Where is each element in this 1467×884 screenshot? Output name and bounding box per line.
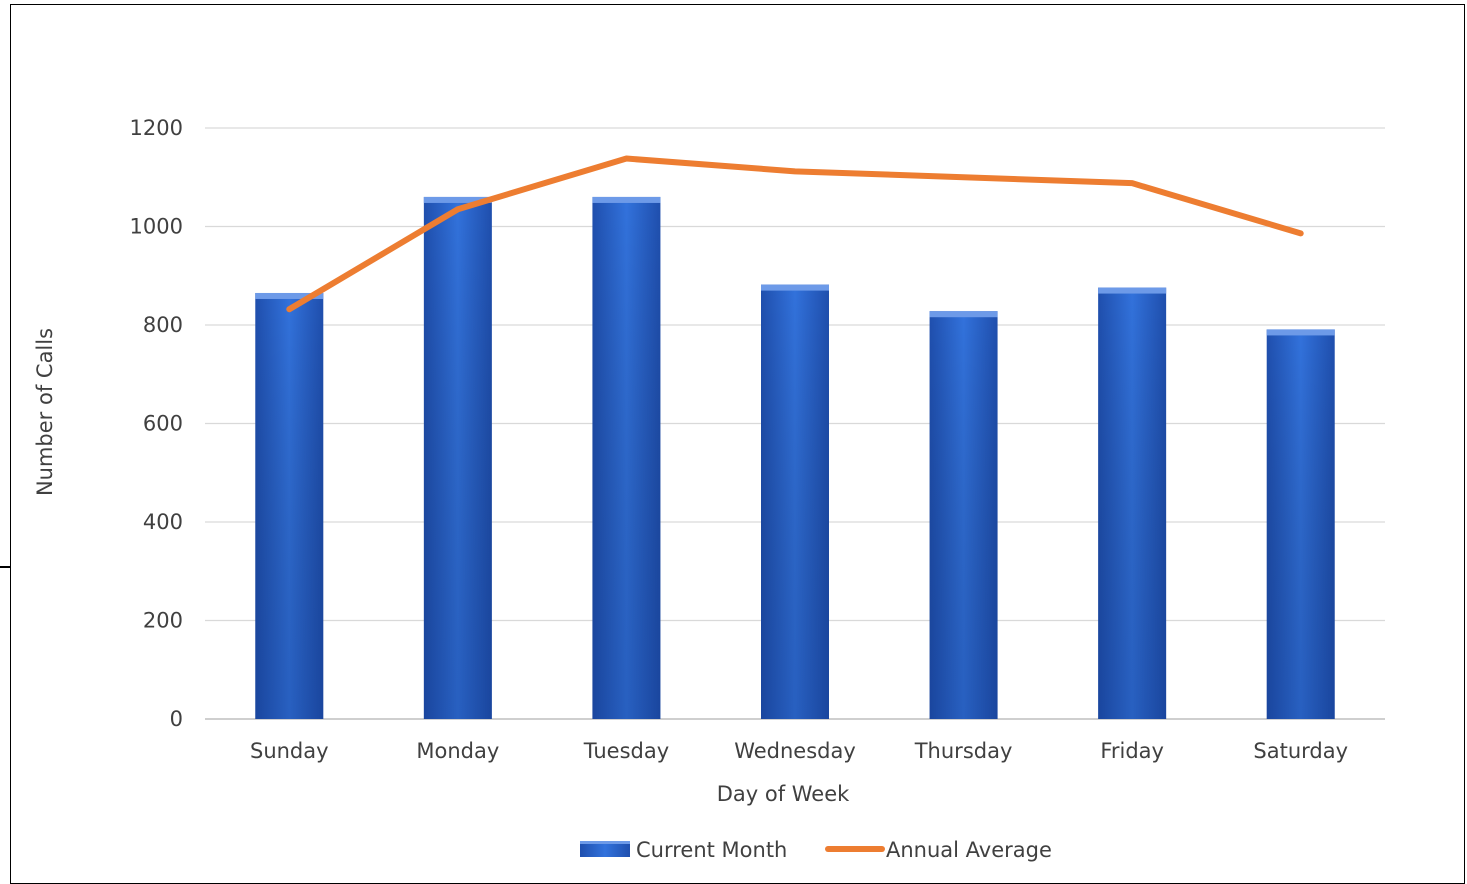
bar-cap (255, 292, 324, 299)
bar-shade (1266, 329, 1335, 719)
legend-item-annual-average[interactable]: Annual Average (825, 838, 1052, 862)
y-axis-ticks: 0 200 400 600 800 1000 1200 (130, 116, 183, 731)
y-tick-label: 200 (143, 609, 183, 633)
bar-shade (761, 284, 829, 719)
bar-cap (1098, 287, 1167, 294)
bar-series (255, 196, 1335, 719)
line-point (1131, 182, 1133, 184)
x-tick-label: Wednesday (734, 739, 856, 763)
y-tick-label: 800 (143, 313, 183, 337)
y-tick-label: 0 (170, 707, 183, 731)
line-point (963, 176, 965, 178)
bar-shade (423, 196, 492, 719)
x-tick-label: Saturday (1253, 739, 1348, 763)
line-point (457, 208, 459, 210)
line-point (794, 170, 796, 172)
x-tick-label: Thursday (914, 739, 1013, 763)
bar-shade (1098, 287, 1167, 719)
y-tick-label: 600 (143, 412, 183, 436)
line-series (286, 155, 1304, 313)
bar-cap (1266, 329, 1335, 336)
frame-edge-mark (0, 566, 10, 568)
bar-cap (423, 196, 492, 203)
x-tick-label: Monday (416, 739, 499, 763)
legend-swatch-bar (580, 841, 630, 857)
bar-shade (255, 292, 324, 719)
legend: Current Month Annual Average (580, 838, 1052, 862)
bar-cap (592, 196, 661, 203)
bar-shade (929, 311, 998, 719)
x-axis-title: Day of Week (717, 782, 850, 806)
y-tick-label: 1200 (130, 116, 183, 140)
legend-item-current-month[interactable]: Current Month (580, 838, 787, 862)
y-axis-title: Number of Calls (33, 328, 57, 496)
x-tick-label: Sunday (250, 739, 329, 763)
legend-swatch-cap (580, 841, 630, 844)
legend-label-current-month: Current Month (636, 838, 787, 862)
y-tick-label: 1000 (130, 215, 183, 239)
x-tick-label: Tuesday (583, 739, 669, 763)
x-tick-label: Friday (1100, 739, 1164, 763)
x-axis-ticks: Sunday Monday Tuesday Wednesday Thursday Frid… (250, 739, 1348, 763)
bar-cap (761, 284, 829, 291)
y-tick-label: 400 (143, 510, 183, 534)
bar-cap (929, 311, 998, 318)
legend-label-annual-average: Annual Average (886, 838, 1052, 862)
line-point (625, 158, 627, 160)
bar-shade (592, 196, 661, 719)
line-point (1300, 232, 1302, 234)
chart-frame (10, 4, 1465, 884)
line-point (288, 308, 290, 310)
